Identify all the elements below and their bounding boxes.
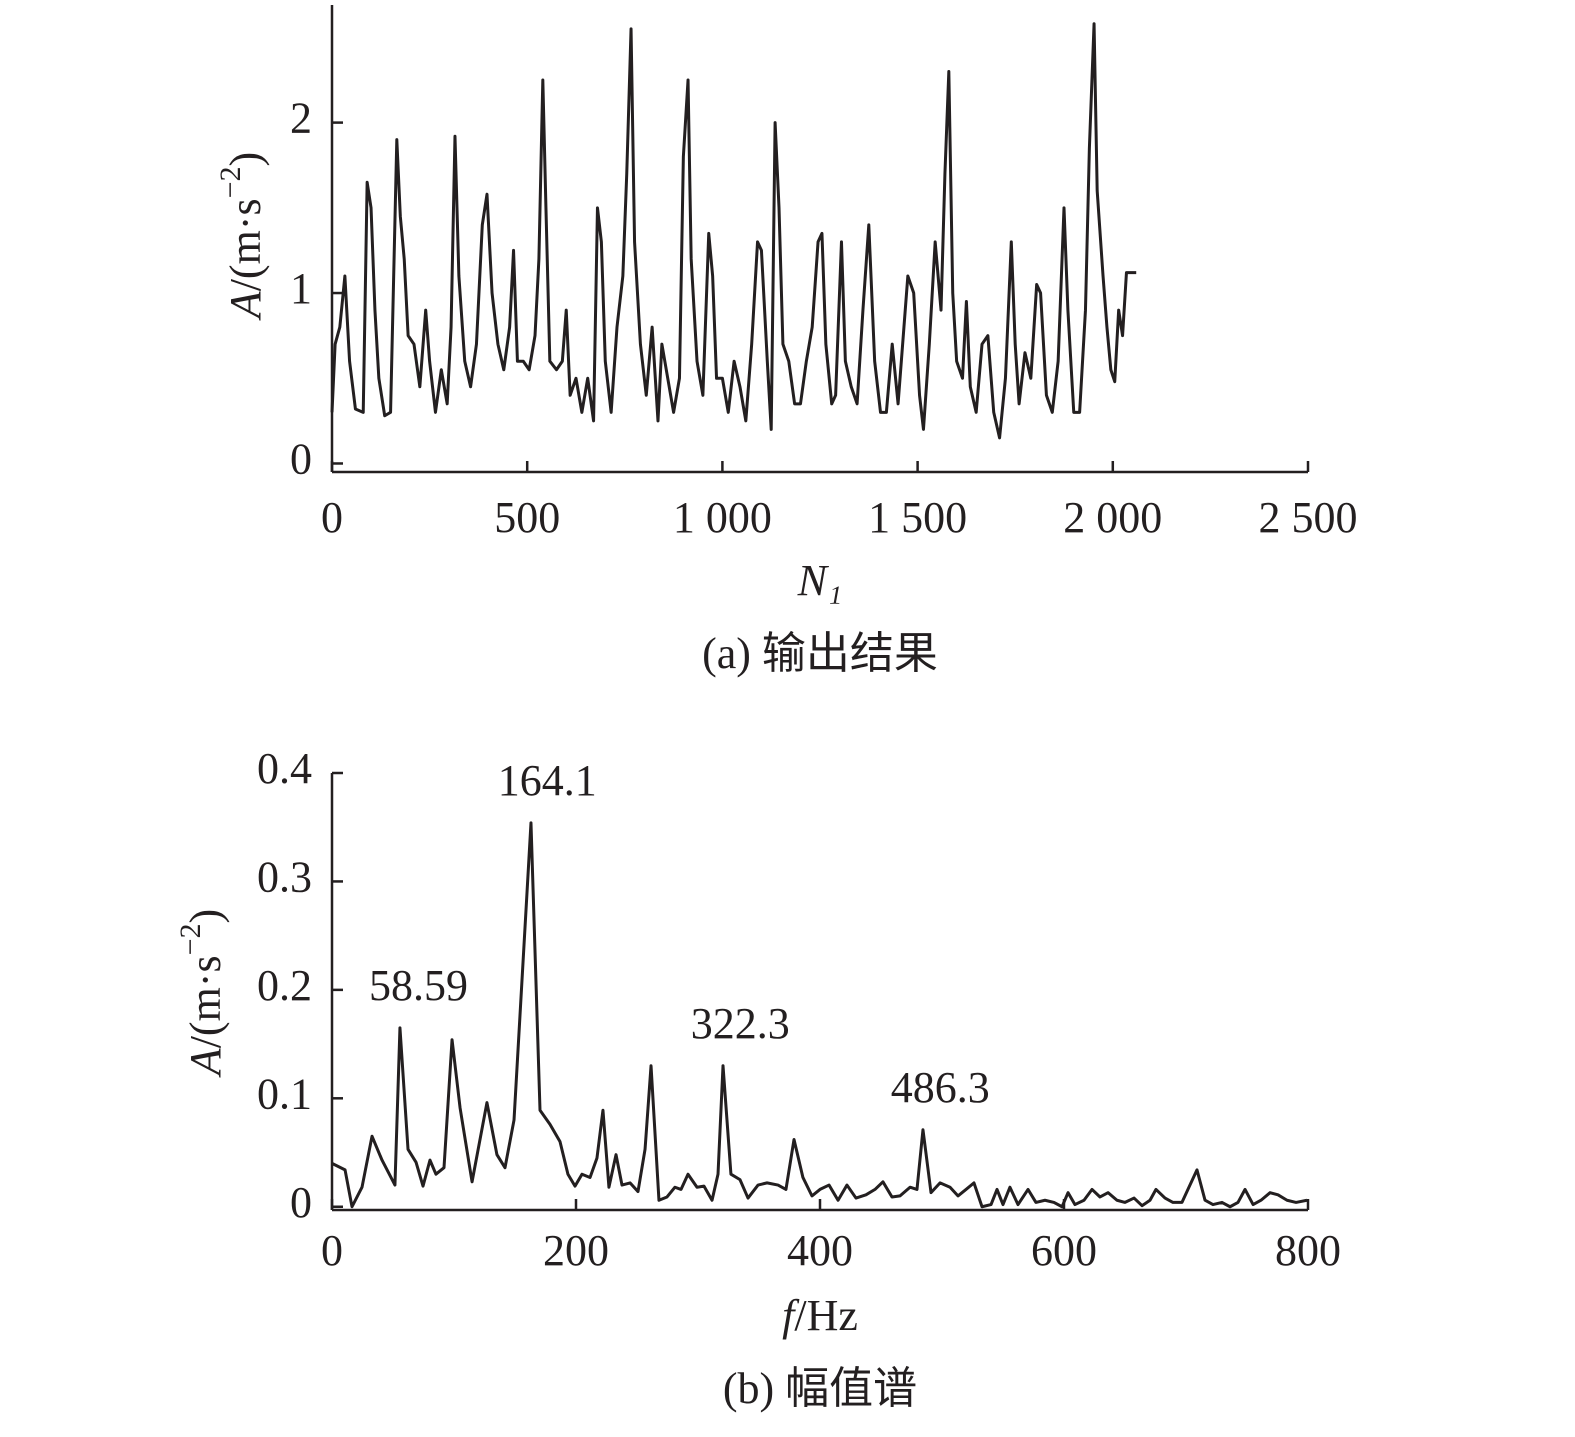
x-axis-label: f/Hz (782, 1291, 858, 1340)
caption: (a) 输出结果 (702, 629, 938, 678)
label-part: −2 (174, 923, 207, 955)
x-tick-label: 2 000 (1063, 493, 1162, 542)
y-tick-label: 0 (290, 435, 312, 484)
label-part: −2 (214, 166, 247, 198)
annotation: 486.3 (891, 1063, 990, 1112)
y-tick-label: 0 (290, 1178, 312, 1227)
label-part: A (221, 290, 270, 321)
data-line (331, 821, 1308, 1209)
y-axis-label: A/(m·s−2) (174, 909, 230, 1078)
caption: (b) 幅值谱 (723, 1364, 917, 1413)
x-tick-label: 500 (494, 493, 560, 542)
label-part: /(m·s (221, 198, 270, 291)
y-tick-label: 0.3 (257, 853, 312, 902)
y-tick-label: 0.1 (257, 1069, 312, 1118)
x-tick-label: 0 (321, 493, 343, 542)
annotation: 164.1 (498, 756, 597, 805)
label-part: /Hz (794, 1291, 858, 1340)
label-part: A (181, 1047, 230, 1078)
x-tick-label: 2 500 (1259, 493, 1358, 542)
x-tick-label: 1 000 (673, 493, 772, 542)
y-axis-label: A/(m·s−2) (214, 152, 270, 321)
data-line (330, 22, 1137, 440)
x-tick-label: 400 (787, 1226, 853, 1275)
x-axis-label: N₁ (797, 556, 843, 605)
label-part: /(m·s (181, 955, 230, 1048)
annotation: 322.3 (691, 999, 790, 1048)
annotation: 58.59 (369, 961, 468, 1010)
x-tick-label: 1 500 (868, 493, 967, 542)
label-part: N₁ (797, 556, 843, 605)
x-tick-label: 0 (321, 1226, 343, 1275)
y-tick-label: 0.4 (257, 744, 312, 793)
y-tick-label: 0.2 (257, 961, 312, 1010)
y-tick-label: 1 (290, 264, 312, 313)
y-tick-label: 2 (290, 94, 312, 143)
label-part: ) (221, 152, 270, 167)
label-part: ) (181, 909, 230, 924)
x-tick-label: 200 (543, 1226, 609, 1275)
x-tick-label: 600 (1031, 1226, 1097, 1275)
x-tick-label: 800 (1275, 1226, 1341, 1275)
